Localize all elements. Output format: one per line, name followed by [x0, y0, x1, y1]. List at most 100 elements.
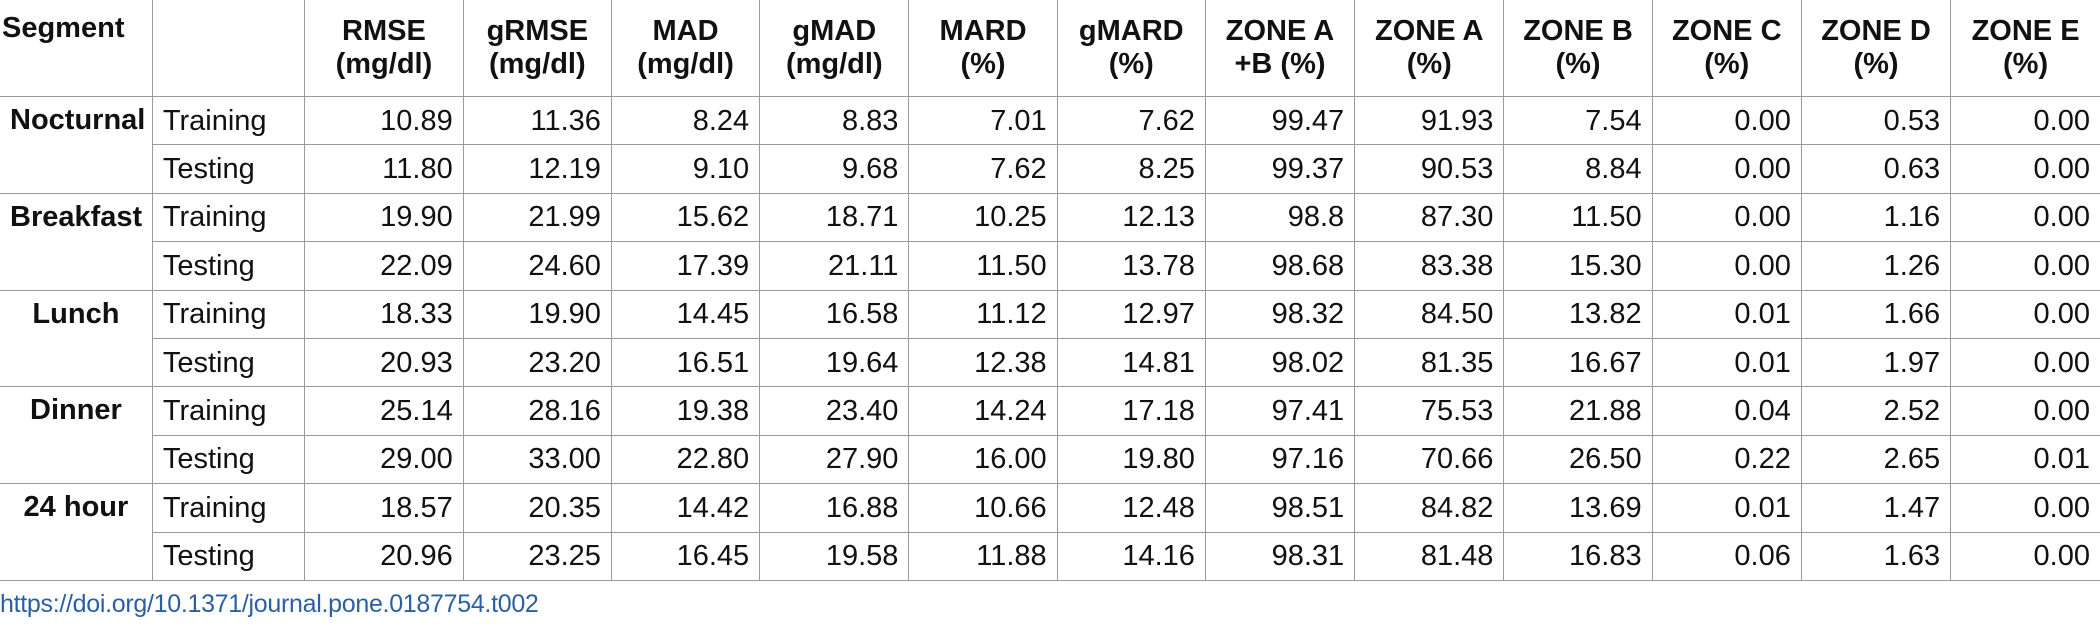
column-header-line: ZONE B: [1523, 15, 1633, 47]
value-cell: 83.38: [1354, 241, 1505, 291]
value-cell: 0.00: [1651, 95, 1802, 146]
value-cell: 0.04: [1651, 386, 1802, 436]
value-cell: 70.66: [1354, 434, 1505, 485]
value-cell: 0.22: [1651, 434, 1802, 485]
results-table: Segment RMSE (mg/dl) gRMSE (mg/dl) MAD (mg/dl)…: [0, 0, 2100, 581]
table-row: Testing 29.00 33.00 22.80 27.90 16.00 19.80 97.…: [0, 434, 2100, 485]
column-header-line: (%): [2003, 48, 2049, 80]
value-cell: 0.00: [1651, 192, 1802, 243]
value-cell: 12.48: [1056, 483, 1206, 533]
column-header: ZONE A +B (%): [1204, 0, 1356, 97]
column-header-line: gMAD: [792, 15, 877, 47]
value-cell: 18.71: [759, 192, 910, 243]
column-header-line: ZONE D: [1821, 15, 1931, 47]
column-header-line: ZONE E: [1971, 15, 2080, 47]
column-header-line: (%): [1704, 48, 1750, 80]
value-cell: 17.18: [1056, 386, 1206, 436]
column-header: ZONE A (%): [1354, 0, 1505, 97]
value-cell: 0.06: [1651, 531, 1802, 581]
value-cell: 13.78: [1056, 241, 1206, 291]
value-cell: 98.8: [1204, 192, 1356, 243]
phase-cell: Training: [151, 483, 306, 533]
value-cell: 1.66: [1800, 289, 1952, 339]
value-cell: 13.82: [1503, 289, 1653, 339]
value-cell: 2.65: [1800, 434, 1952, 485]
value-cell: 98.51: [1204, 483, 1356, 533]
segment-cell: 24 hour: [0, 483, 153, 581]
value-cell: 98.02: [1204, 337, 1356, 388]
column-header-line: (mg/dl): [335, 48, 433, 80]
value-cell: 12.13: [1056, 192, 1206, 243]
column-header-line: (%): [1406, 48, 1452, 80]
value-cell: 11.50: [1503, 192, 1653, 243]
column-header-line: (%): [1555, 48, 1601, 80]
column-header-line: RMSE: [342, 15, 426, 47]
column-header: RMSE (mg/dl): [304, 0, 464, 97]
phase-cell: Training: [151, 289, 306, 339]
phase-cell: Testing: [152, 241, 306, 291]
column-header: ZONE C (%): [1651, 0, 1802, 97]
value-cell: 14.42: [610, 483, 761, 533]
value-cell: 26.50: [1503, 434, 1653, 485]
value-cell: 75.53: [1354, 386, 1505, 436]
segment-label: 24 hour: [23, 491, 129, 524]
column-header-line: MAD: [652, 15, 719, 47]
value-cell: 11.36: [462, 95, 612, 146]
segment-label: Breakfast: [10, 200, 143, 233]
phase-cell: Training: [151, 95, 306, 146]
value-cell: 19.38: [610, 386, 761, 436]
value-cell: 81.48: [1354, 531, 1505, 581]
segment-label: Lunch: [32, 297, 120, 330]
value-cell: 11.50: [908, 241, 1058, 291]
column-header-line: (mg/dl): [488, 48, 586, 80]
table-row: Breakfast Training 19.90 21.99 15.62 18.71 10.…: [0, 192, 2100, 291]
header-phase: [151, 0, 306, 97]
column-header-line: ZONE A: [1225, 15, 1335, 47]
value-cell: 97.41: [1204, 386, 1356, 436]
value-cell: 0.53: [1800, 95, 1952, 146]
value-cell: 0.00: [1950, 95, 2100, 146]
column-header-line: ZONE A: [1375, 15, 1484, 47]
value-cell: 20.93: [304, 337, 464, 388]
value-cell: 0.00: [1651, 144, 1802, 194]
column-header-line: Segment: [2, 12, 125, 44]
value-cell: 23.25: [462, 531, 612, 581]
value-cell: 2.52: [1800, 386, 1952, 436]
value-cell: 12.19: [462, 144, 612, 194]
value-cell: 84.82: [1354, 483, 1505, 533]
segment-label: Dinner: [30, 394, 122, 427]
value-cell: 84.50: [1354, 289, 1505, 339]
doi-link[interactable]: https://doi.org/10.1371/journal.pone.018…: [0, 590, 539, 618]
value-cell: 23.40: [759, 386, 910, 436]
column-header: ZONE E (%): [1950, 0, 2100, 97]
phase-cell: Testing: [152, 434, 306, 485]
value-cell: 1.97: [1800, 337, 1952, 388]
table-row: Nocturnal Training 10.89 11.36 8.24 8.83 7.01 7…: [0, 95, 2100, 194]
value-cell: 13.69: [1503, 483, 1653, 533]
value-cell: 97.16: [1204, 434, 1356, 485]
column-header-line: +B (%): [1234, 48, 1326, 80]
value-cell: 8.25: [1056, 144, 1206, 194]
column-header: MAD (mg/dl): [610, 0, 761, 97]
segment-cell: Breakfast: [0, 192, 153, 291]
value-cell: 7.62: [1056, 95, 1206, 146]
value-cell: 1.26: [1800, 241, 1952, 291]
value-cell: 0.00: [1950, 386, 2100, 436]
value-cell: 11.12: [908, 289, 1058, 339]
value-cell: 16.83: [1503, 531, 1653, 581]
value-cell: 0.00: [1950, 144, 2100, 194]
value-cell: 0.01: [1651, 289, 1802, 339]
phase-cell: Testing: [152, 144, 306, 194]
value-cell: 8.83: [759, 95, 910, 146]
table-row: Testing 11.80 12.19 9.10 9.68 7.62 8.25 99.37 90…: [0, 144, 2100, 194]
value-cell: 1.47: [1800, 483, 1952, 533]
value-cell: 20.35: [462, 483, 612, 533]
value-cell: 0.00: [1651, 241, 1802, 291]
value-cell: 16.51: [610, 337, 761, 388]
value-cell: 0.01: [1651, 337, 1802, 388]
column-header: ZONE B (%): [1503, 0, 1653, 97]
value-cell: 14.45: [610, 289, 761, 339]
value-cell: 1.63: [1800, 531, 1952, 581]
value-cell: 21.88: [1503, 386, 1653, 436]
